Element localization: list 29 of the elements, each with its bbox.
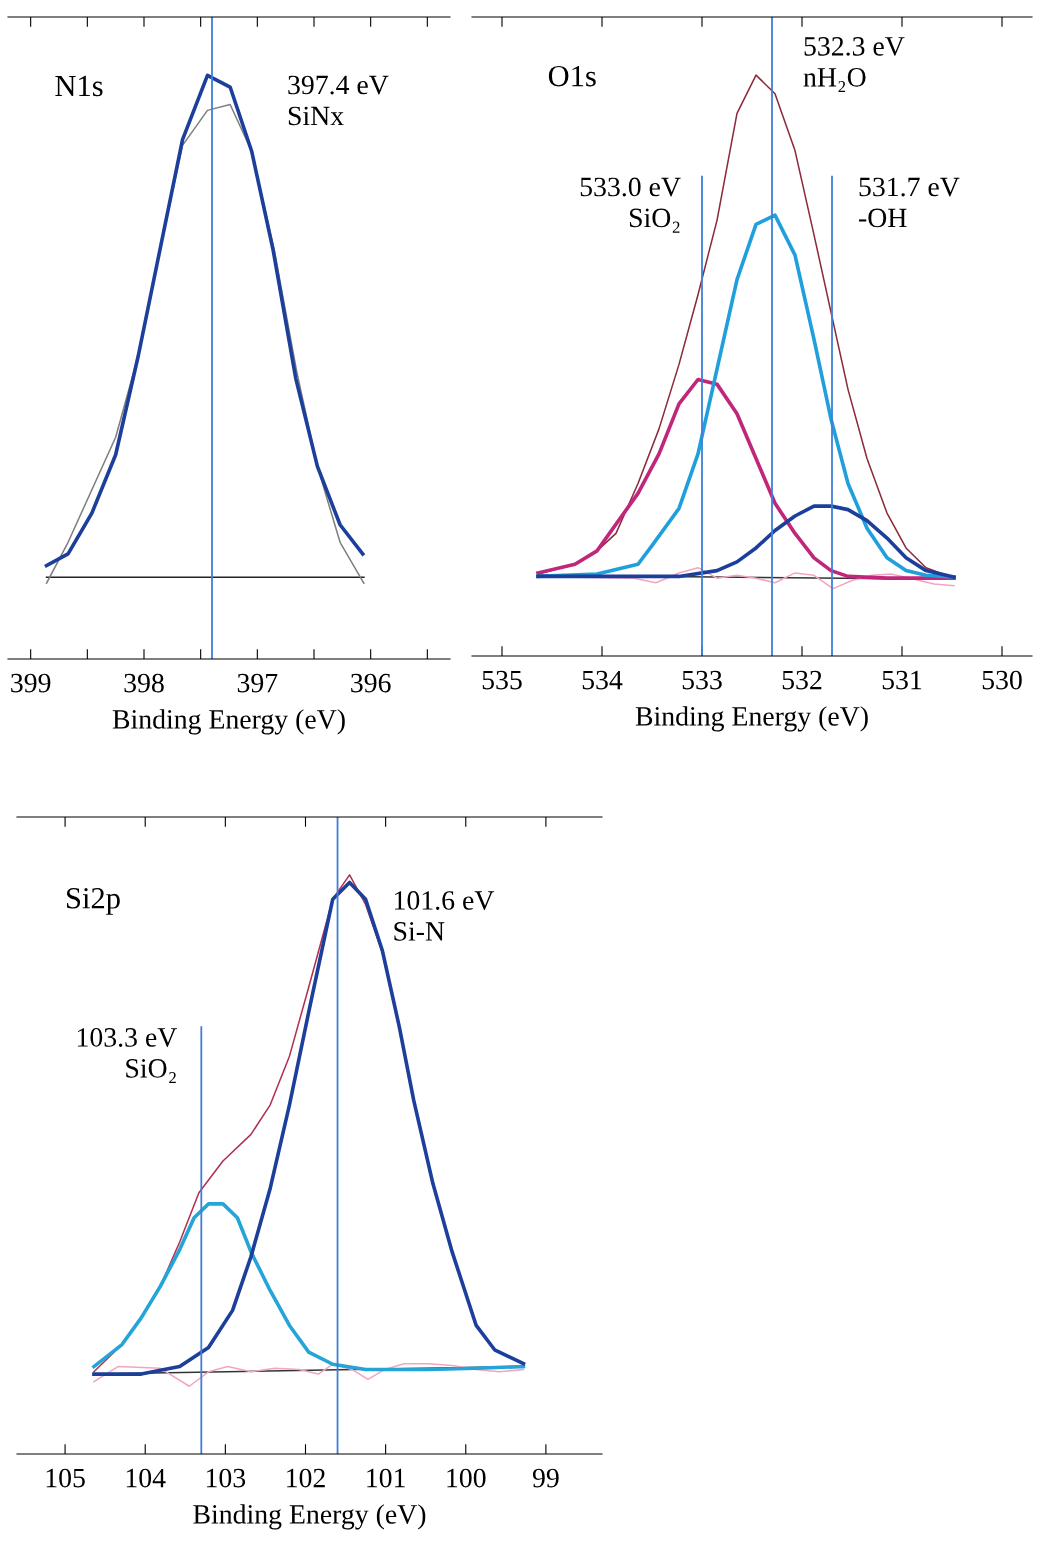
x-tick-label: 101 [367,1468,405,1488]
x-axis-title: Binding Energy (eV) [635,706,868,732]
ref-line-label: 101.6 eV Si-N [394,891,495,941]
x-tick-label: 99 [532,1468,559,1488]
x-tick-label: 398 [124,673,164,693]
x-tick-label: 105 [46,1468,85,1488]
ref-line-label: 103.3 eV SiO₂ [77,1028,177,1084]
x-tick-label: 533 [682,670,722,690]
x-tick-label: 100 [447,1468,486,1488]
x-tick-label: 396 [351,673,391,693]
x-tick-label: 532 [782,670,822,690]
x-axis-title: Binding Energy (eV) [112,709,345,735]
x-tick-label: 104 [126,1468,166,1488]
x-tick-label: 531 [882,670,922,690]
x-tick-label: 397 [237,673,278,693]
chart-title: Si2p [67,888,120,915]
x-tick-label: 530 [982,670,1022,690]
ref-line-label: 532.3 eV nH₂O [803,37,905,93]
ref-line-label: 533.0 eV SiO₂ [580,177,681,233]
x-tick-label: 535 [482,670,522,690]
x-tick-label: 102 [287,1468,325,1488]
ref-line-label: 397.4 eV SiNx [288,75,389,126]
chart-title: N1s [55,75,103,97]
x-tick-label: 103 [206,1468,246,1488]
x-tick-label: 399 [11,673,51,693]
ref-line-label: 531.7 eV -OH [859,177,960,228]
x-tick-label: 534 [582,670,623,690]
chart-title: O1s [548,65,596,87]
x-axis-title: Binding Energy (eV) [193,1504,426,1530]
